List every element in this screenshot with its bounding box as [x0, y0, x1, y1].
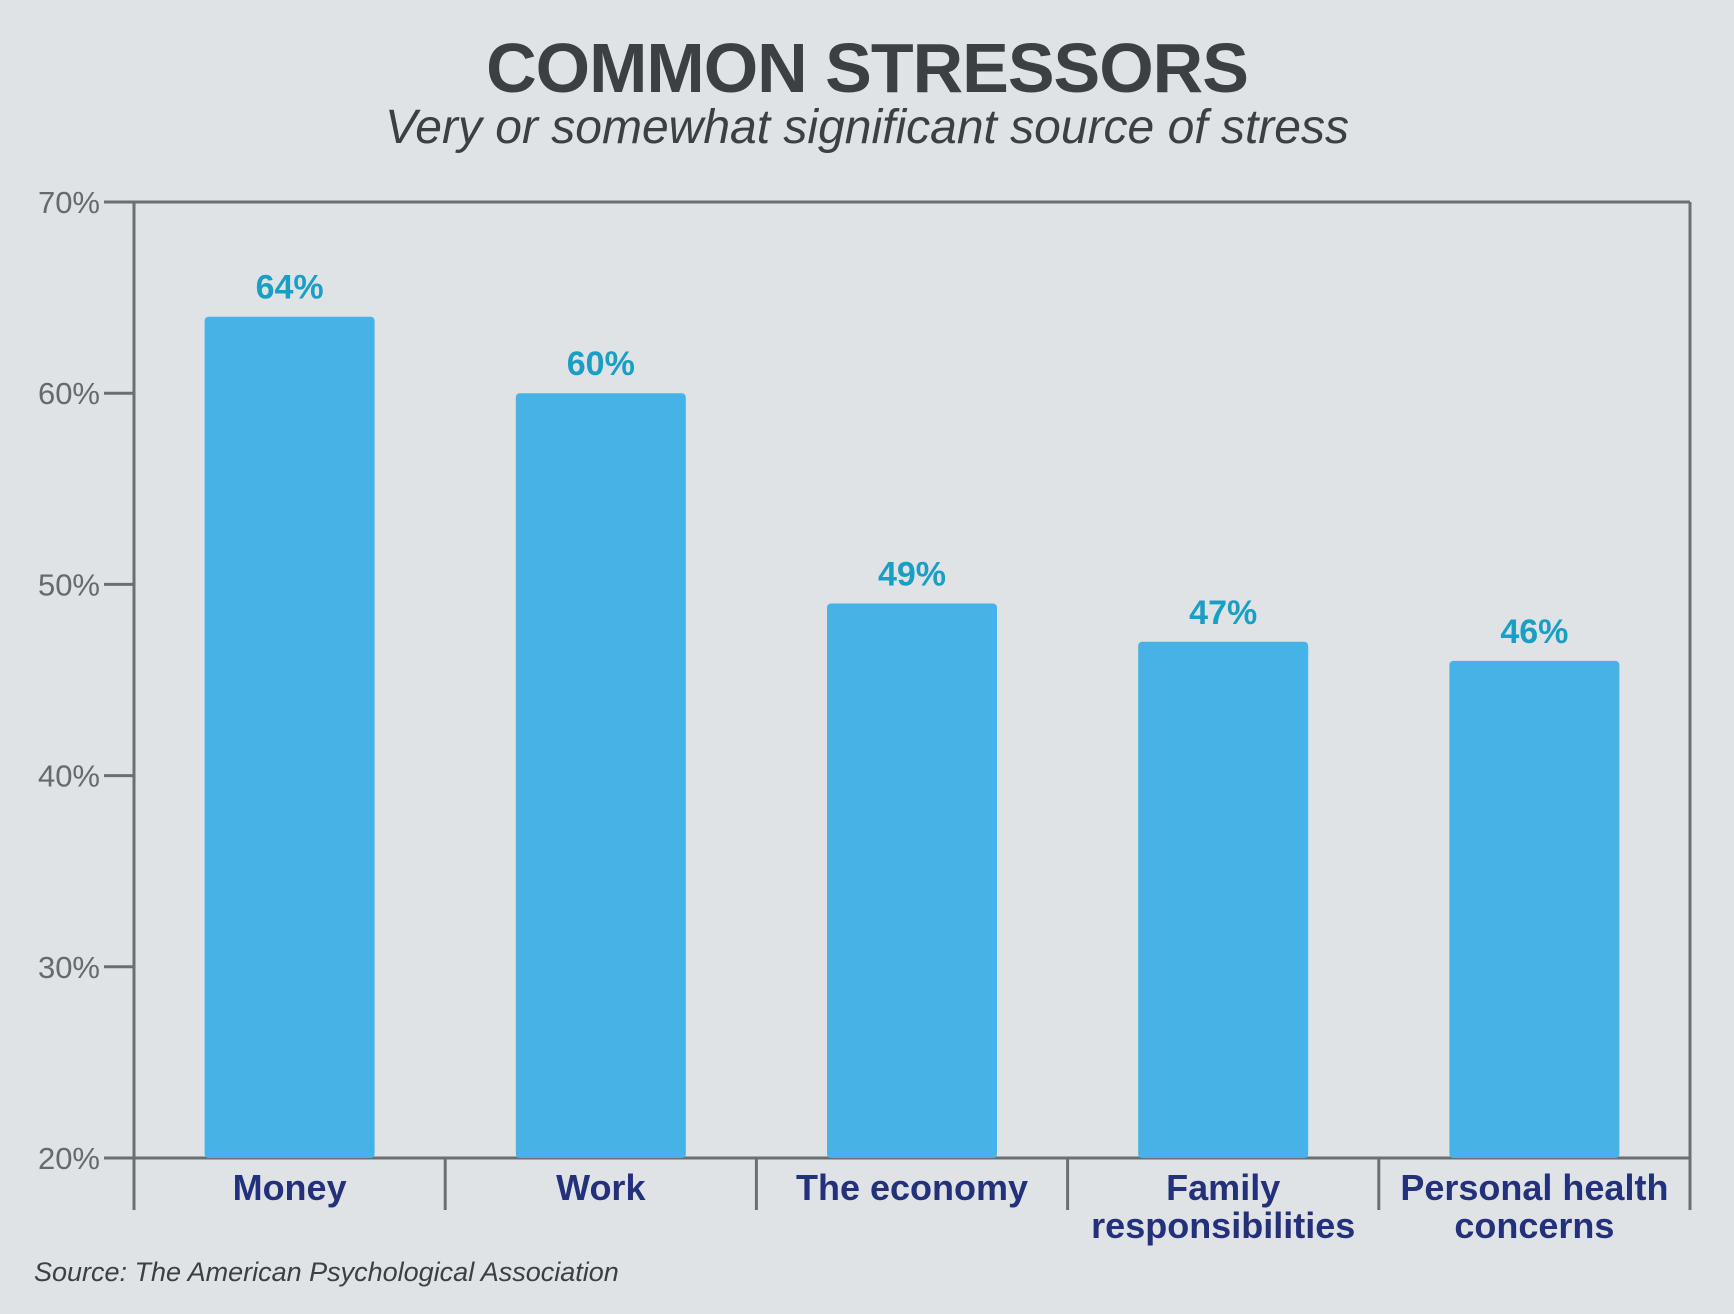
- y-tick-label: 50%: [38, 567, 100, 602]
- x-category-label-line: Money: [233, 1167, 347, 1208]
- bar: [827, 603, 997, 1158]
- bars: [204, 316, 1620, 1159]
- data-labels: 64% 60% 49% 47% 46%: [256, 269, 1569, 651]
- x-category-label-line: Work: [556, 1167, 646, 1208]
- x-category-label-line: The economy: [796, 1167, 1028, 1208]
- y-tick-label: 60%: [38, 376, 100, 411]
- bar: [1449, 660, 1620, 1158]
- x-axis: Money Work The economy Family responsibiliti…: [233, 1158, 1668, 1246]
- y-tick-label: 40%: [38, 759, 100, 794]
- y-tick-label: 30%: [38, 950, 100, 985]
- data-label: 49%: [878, 556, 946, 594]
- data-label: 46%: [1500, 613, 1568, 651]
- x-category-label: Personal health concerns: [1400, 1167, 1668, 1246]
- data-label: 60%: [567, 345, 635, 383]
- source-note: Source: The American Psychological Assoc…: [34, 1257, 619, 1287]
- chart-subtitle: Very or somewhat significant source of s…: [385, 101, 1349, 154]
- data-label: 64%: [256, 269, 324, 307]
- bar: [515, 393, 686, 1158]
- y-tick-label: 20%: [38, 1141, 100, 1176]
- data-label: 47%: [1189, 594, 1257, 632]
- bar: [204, 316, 375, 1159]
- chart-title: COMMON STRESSORS: [486, 29, 1249, 107]
- x-category-label: Family responsibilities: [1091, 1167, 1355, 1246]
- x-category-label-line: responsibilities: [1091, 1205, 1355, 1246]
- x-category-label-line: concerns: [1454, 1205, 1614, 1246]
- bar: [1138, 641, 1309, 1158]
- x-category-label: The economy: [796, 1167, 1028, 1208]
- y-tick-label: 70%: [38, 185, 100, 220]
- x-category-label-line: Family: [1166, 1167, 1280, 1208]
- x-category-label: Money: [233, 1167, 347, 1208]
- y-axis: 20% 30% 40% 50% 60% 70%: [38, 185, 134, 1176]
- x-category-label: Work: [556, 1167, 646, 1208]
- x-category-label-line: Personal health: [1400, 1167, 1668, 1208]
